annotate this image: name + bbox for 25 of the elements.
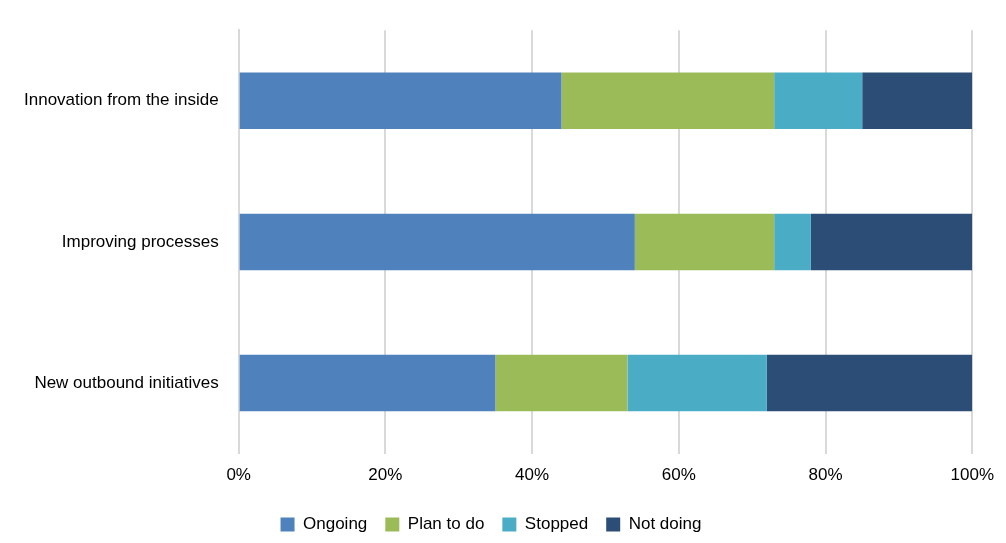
bar bbox=[774, 72, 863, 129]
legend-label: Stopped bbox=[524, 514, 589, 534]
bar bbox=[627, 354, 767, 412]
bar bbox=[561, 72, 775, 129]
x-tick-label: 60% bbox=[661, 465, 696, 485]
bar bbox=[774, 213, 811, 271]
x-tick-label: 100% bbox=[950, 465, 994, 485]
legend-label: Not doing bbox=[628, 514, 702, 534]
bar bbox=[239, 72, 562, 129]
x-tick-label: 0% bbox=[226, 465, 251, 485]
legend-label: Plan to do bbox=[407, 514, 485, 534]
y-tick-label: Improving processes bbox=[61, 231, 219, 251]
x-tick-label: 80% bbox=[808, 465, 843, 485]
bar bbox=[766, 354, 973, 412]
bar bbox=[495, 354, 628, 412]
bar bbox=[810, 213, 973, 271]
bar bbox=[239, 354, 496, 412]
y-tick-label: New outbound initiatives bbox=[34, 372, 219, 392]
x-tick-label: 20% bbox=[368, 465, 403, 485]
bar bbox=[862, 72, 973, 129]
x-tick-label: 40% bbox=[515, 465, 550, 485]
bar bbox=[239, 213, 635, 271]
y-tick-label: Innovation from the inside bbox=[24, 90, 219, 110]
bar bbox=[634, 213, 775, 271]
legend-label: Ongoing bbox=[303, 514, 368, 534]
